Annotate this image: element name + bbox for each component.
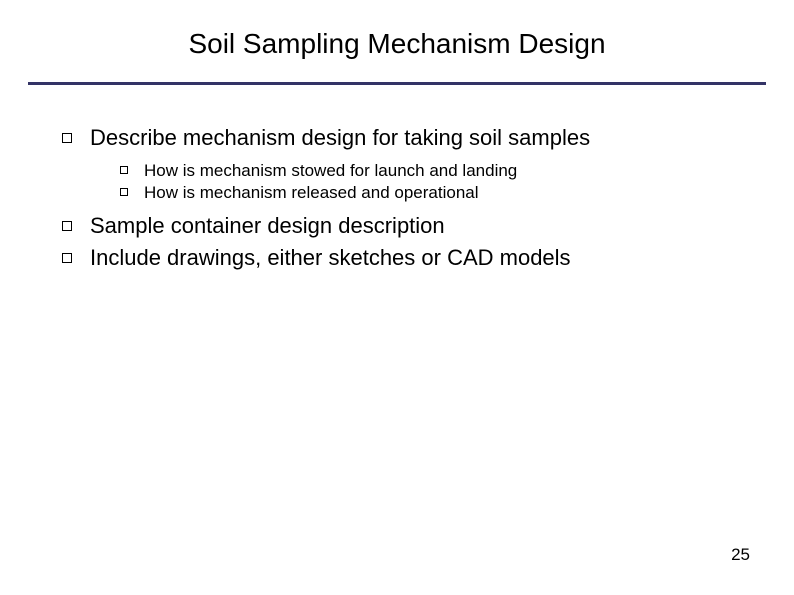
square-bullet-icon bbox=[62, 253, 72, 263]
list-item-text: How is mechanism released and operationa… bbox=[144, 183, 479, 203]
list-item-text: Include drawings, either sketches or CAD… bbox=[90, 245, 571, 271]
list-item: Describe mechanism design for taking soi… bbox=[62, 125, 794, 151]
list-item-text: Describe mechanism design for taking soi… bbox=[90, 125, 590, 151]
list-item-sublist: How is mechanism stowed for launch and l… bbox=[62, 157, 794, 213]
page-number: 25 bbox=[731, 545, 750, 565]
bullet-list-level1: Describe mechanism design for taking soi… bbox=[62, 125, 794, 271]
bullet-list-level2: How is mechanism stowed for launch and l… bbox=[62, 157, 794, 213]
square-bullet-icon bbox=[62, 133, 72, 143]
page-title: Soil Sampling Mechanism Design bbox=[0, 0, 794, 60]
list-item: Include drawings, either sketches or CAD… bbox=[62, 245, 794, 271]
list-item: Sample container design description bbox=[62, 213, 794, 239]
list-item: How is mechanism released and operationa… bbox=[120, 183, 794, 203]
list-item-text: Sample container design description bbox=[90, 213, 445, 239]
slide: Soil Sampling Mechanism Design Describe … bbox=[0, 0, 794, 595]
square-bullet-icon bbox=[120, 188, 128, 196]
list-item-text: How is mechanism stowed for launch and l… bbox=[144, 161, 517, 181]
square-bullet-icon bbox=[120, 166, 128, 174]
content-area: Describe mechanism design for taking soi… bbox=[0, 85, 794, 271]
square-bullet-icon bbox=[62, 221, 72, 231]
list-item: How is mechanism stowed for launch and l… bbox=[120, 161, 794, 181]
